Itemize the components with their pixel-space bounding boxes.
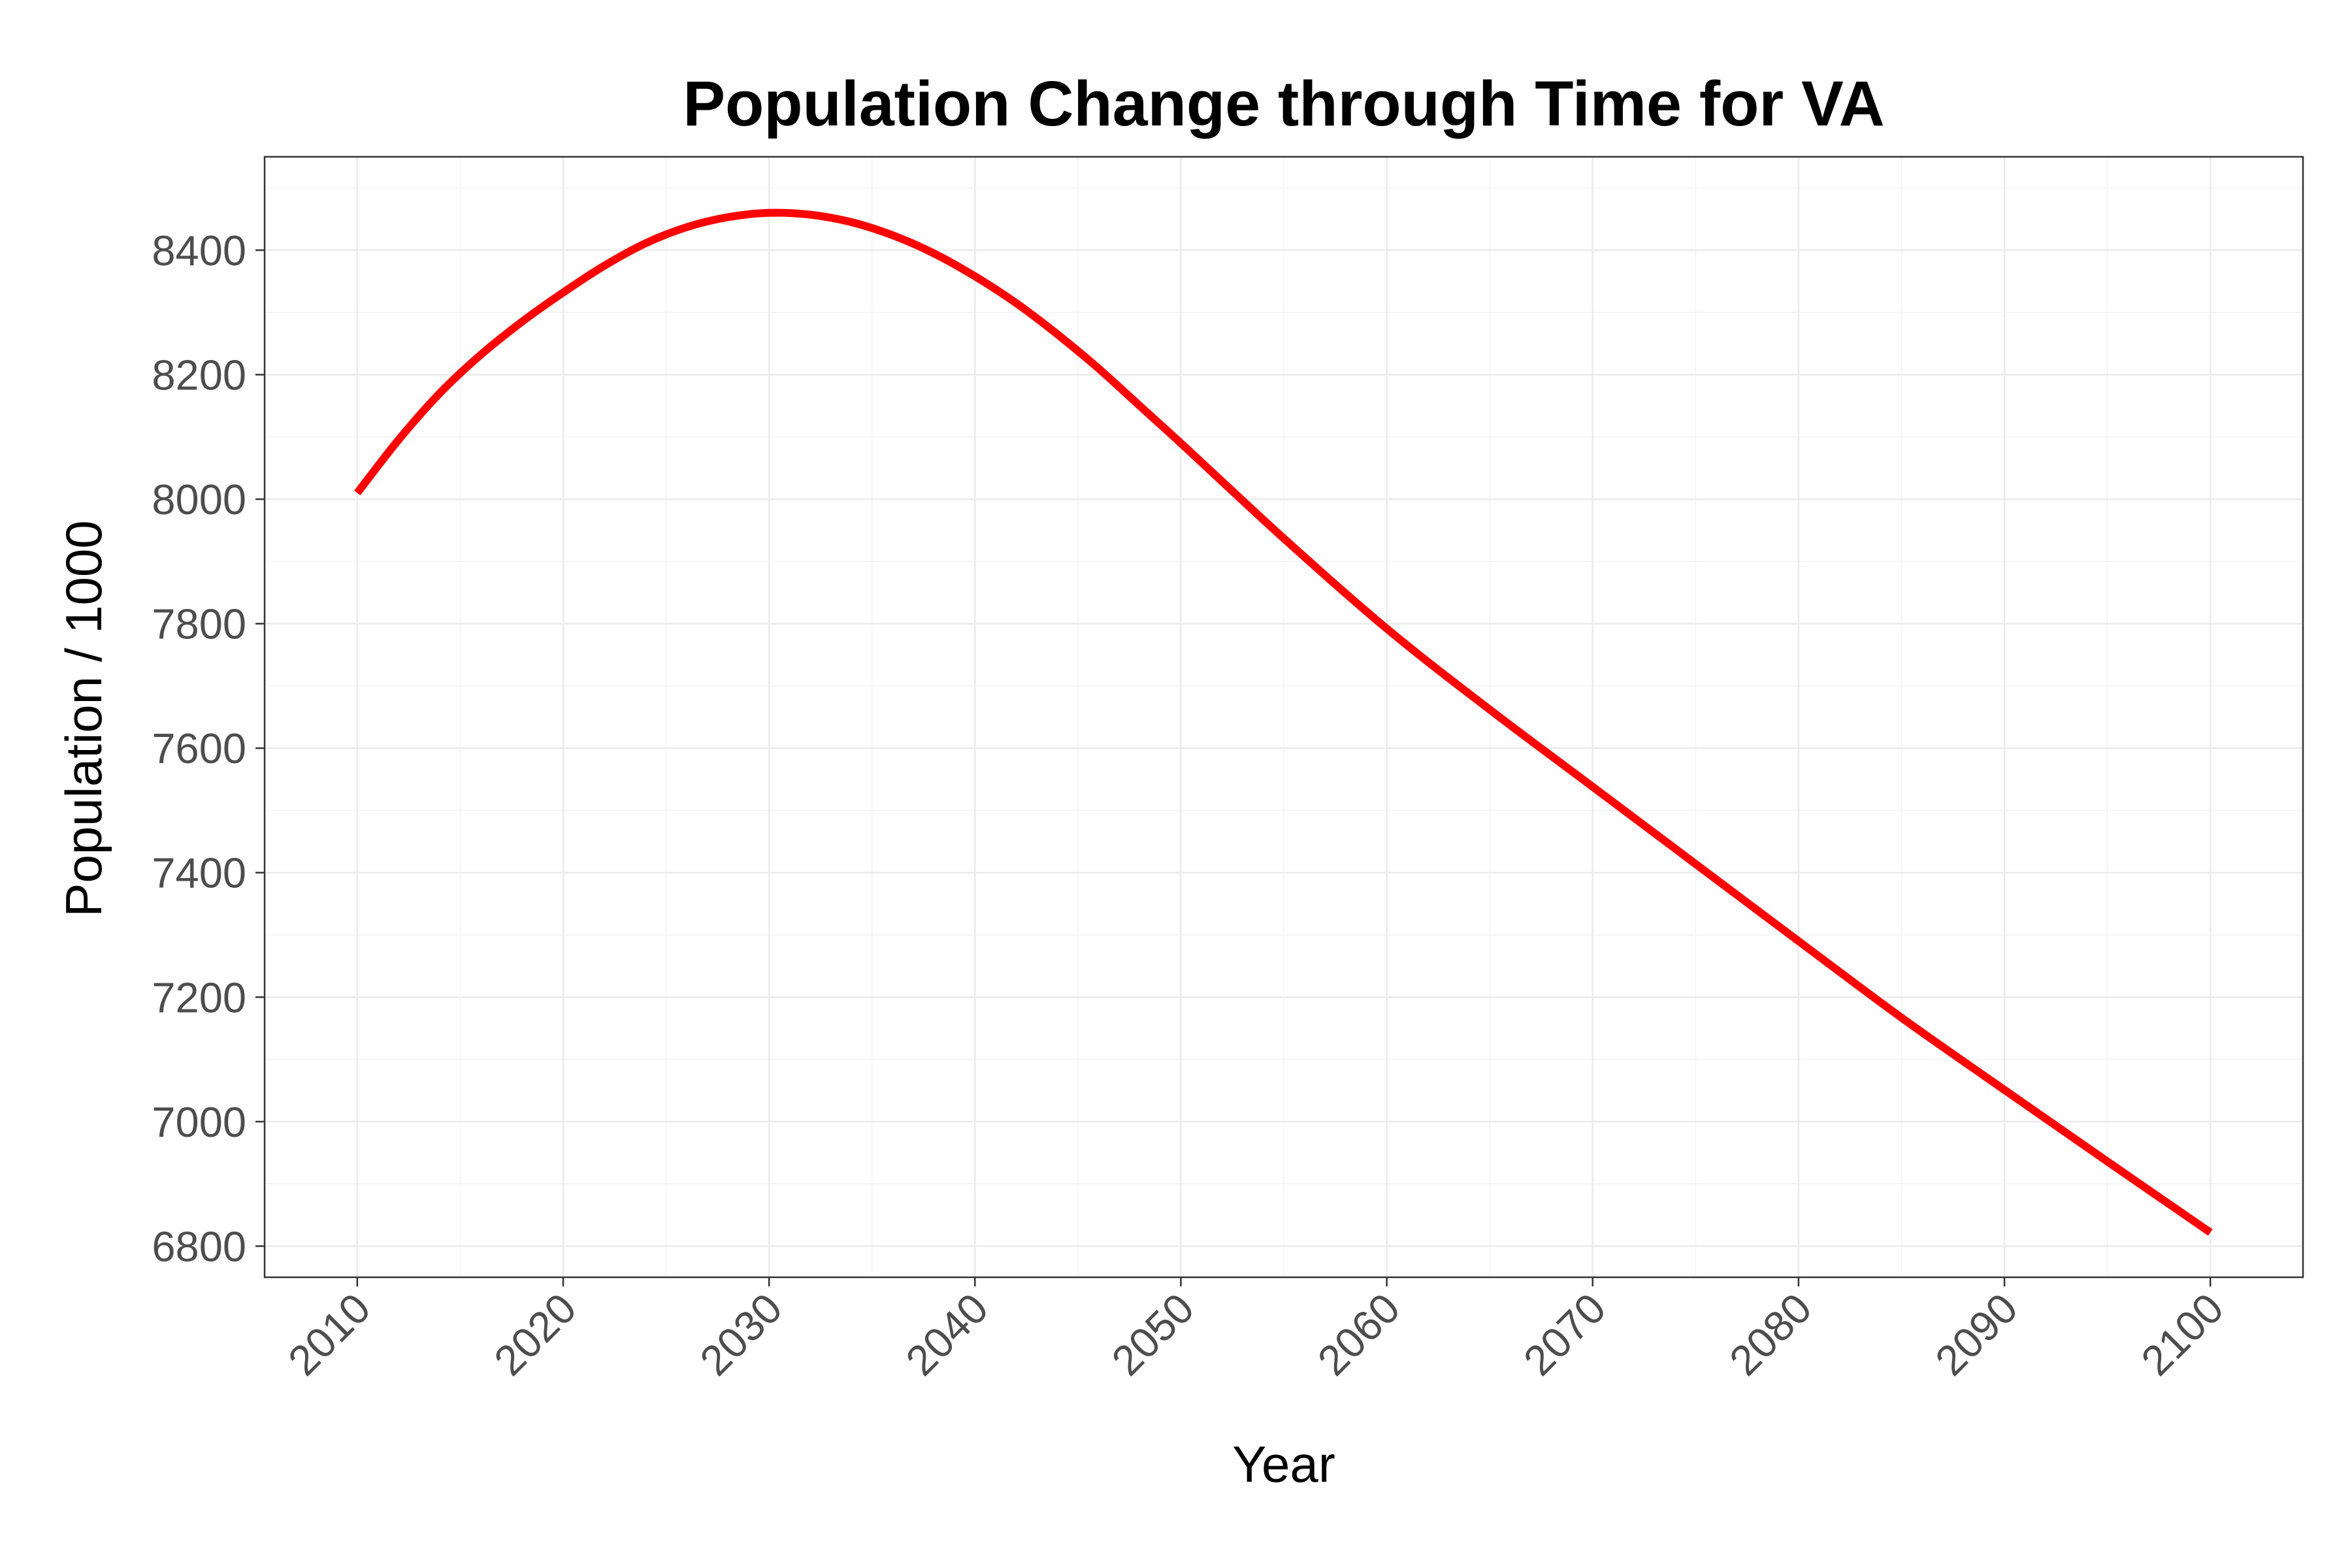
series-layer bbox=[354, 208, 2213, 1236]
y-tick-label: 6800 bbox=[152, 1222, 246, 1270]
y-tick-label: 7400 bbox=[152, 849, 246, 897]
x-axis-title: Year bbox=[1232, 1435, 1335, 1493]
y-tick-label: 8000 bbox=[152, 476, 246, 523]
plot-panel-border bbox=[263, 155, 2304, 1279]
chart-title: Population Change through Time for VA bbox=[683, 68, 1884, 139]
y-tick-label: 7800 bbox=[152, 600, 246, 648]
y-tick-label: 7200 bbox=[152, 973, 246, 1021]
major-gridlines bbox=[265, 157, 2303, 1277]
y-axis-title: Population / 1000 bbox=[55, 520, 112, 917]
y-axis: 6800 7000 7200 7400 7600 7800 8000 8200 8400 bbox=[152, 227, 265, 1270]
y-tick-label: 7600 bbox=[152, 725, 246, 772]
population-series-line bbox=[354, 208, 2213, 1236]
y-tick-label: 8400 bbox=[152, 227, 246, 274]
y-tick-label: 7000 bbox=[152, 1098, 246, 1146]
y-tick-label: 8200 bbox=[152, 351, 246, 399]
